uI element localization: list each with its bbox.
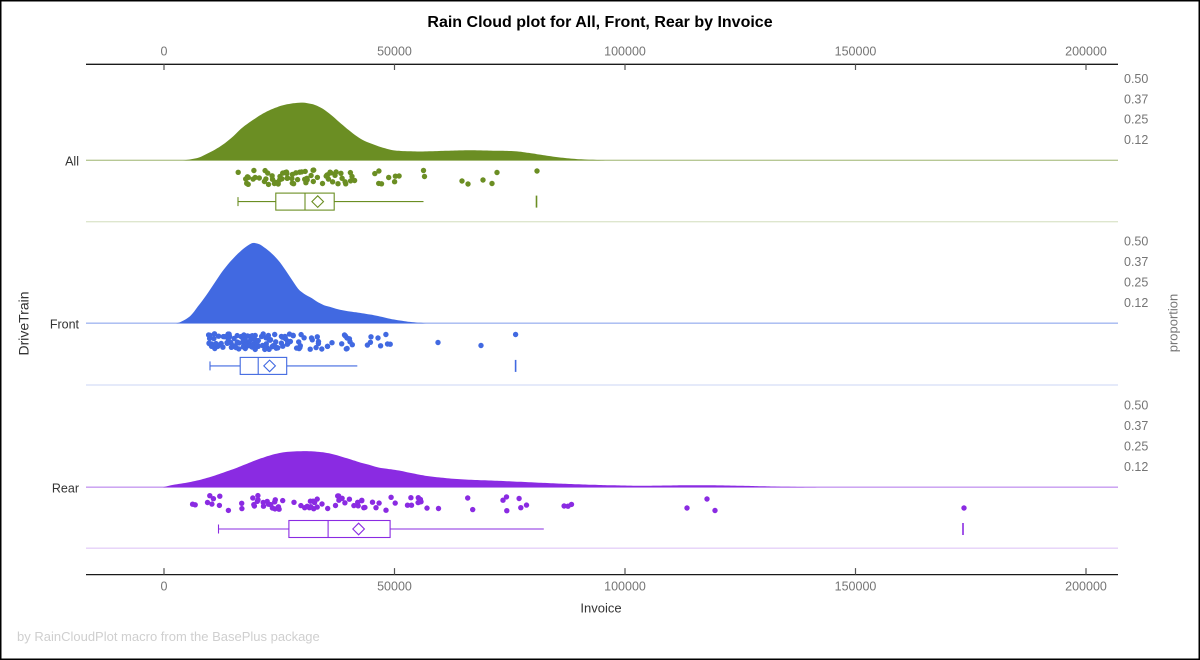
svg-text:0.50: 0.50 [1124,399,1148,413]
svg-text:0.12: 0.12 [1124,460,1148,474]
svg-text:0.50: 0.50 [1124,235,1148,249]
svg-text:0.37: 0.37 [1124,255,1148,269]
svg-text:0.25: 0.25 [1124,276,1148,290]
svg-text:50000: 50000 [377,45,412,59]
svg-text:0.25: 0.25 [1124,113,1148,127]
svg-text:proportion: proportion [1166,294,1181,353]
svg-text:0: 0 [161,45,168,59]
svg-text:Rain Cloud plot for All, Front: Rain Cloud plot for All, Front, Rear by … [427,14,772,31]
svg-text:Rear: Rear [52,482,79,496]
svg-text:0.12: 0.12 [1124,296,1148,310]
svg-text:100000: 100000 [604,580,646,594]
svg-text:0.37: 0.37 [1124,419,1148,433]
svg-text:Invoice: Invoice [580,601,621,616]
svg-text:All: All [65,155,79,169]
svg-text:Front: Front [50,318,80,332]
svg-text:50000: 50000 [377,580,412,594]
svg-text:DriveTrain: DriveTrain [16,291,32,355]
svg-text:0.50: 0.50 [1124,72,1148,86]
svg-text:200000: 200000 [1065,45,1107,59]
svg-text:0: 0 [161,580,168,594]
svg-text:150000: 150000 [835,580,877,594]
svg-text:by RainCloudPlot macro from th: by RainCloudPlot macro from the BasePlus… [17,629,320,644]
svg-text:0.37: 0.37 [1124,92,1148,106]
svg-text:0.12: 0.12 [1124,133,1148,147]
svg-text:100000: 100000 [604,45,646,59]
svg-text:0.25: 0.25 [1124,440,1148,454]
svg-text:150000: 150000 [835,45,877,59]
svg-text:200000: 200000 [1065,580,1107,594]
